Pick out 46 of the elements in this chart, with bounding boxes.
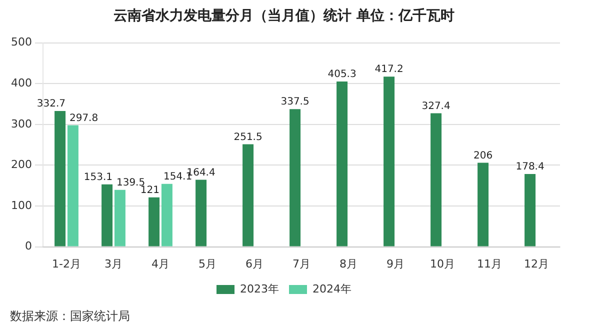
legend-label: 2023年 [240,282,280,296]
bar [524,174,536,246]
y-tick-label: 200 [10,158,32,172]
y-tick-label: 300 [10,117,32,130]
y-tick-label: 500 [10,36,32,49]
y-tick-label: 400 [10,76,32,90]
bar [242,144,254,246]
data-label: 178.4 [516,162,544,173]
data-label: 121 [140,185,160,196]
bar [161,184,172,246]
data-label: 327.4 [422,100,450,112]
bar [430,113,442,246]
x-tick-label: 7月 [292,257,310,270]
bar [384,76,395,246]
chart-title: 云南省水力发电量分月（当月值）统计 单位：亿千瓦时 [114,7,454,24]
x-tick-label: 11月 [477,257,502,270]
bar [114,190,126,246]
data-label: 417.2 [374,64,404,76]
data-label: 337.5 [280,96,310,108]
y-tick-label: 0 [24,240,32,253]
x-tick-label: 9月 [386,257,404,270]
bar [67,125,78,246]
data-label: 332.7 [36,98,66,110]
bar [196,180,207,246]
data-label: 405.3 [328,69,356,80]
bar [102,184,113,246]
x-tick-label: 6月 [245,257,264,270]
data-label: 153.1 [84,172,113,183]
x-tick-label: 12月 [524,257,549,270]
bar [54,111,66,246]
y-tick-label: 100 [10,198,32,212]
bar [290,109,301,246]
data-label: 251.5 [234,132,262,143]
legend-label: 2024年 [312,282,352,296]
x-tick-label: 4月 [151,257,170,270]
data-label: 297.8 [69,112,98,124]
bar [478,162,489,246]
x-tick-label: 5月 [198,257,216,270]
x-tick-label: 1-2月 [52,257,81,270]
source-note: 数据来源：国家统计局 [10,308,130,325]
bar [148,197,160,246]
bar [336,81,348,246]
x-tick-label: 10月 [430,257,455,270]
x-tick-label: 8月 [340,257,358,270]
data-label: 206 [473,150,493,162]
x-tick-label: 3月 [104,257,122,270]
